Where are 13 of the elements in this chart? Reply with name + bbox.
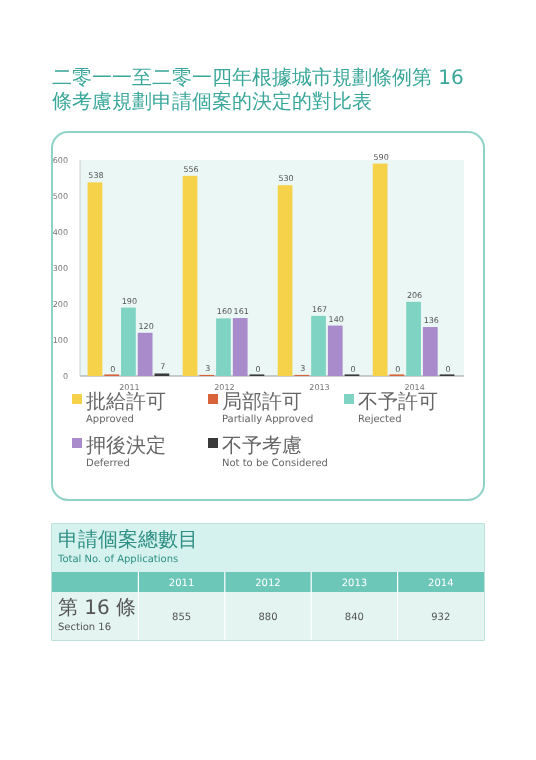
bar bbox=[232, 318, 248, 376]
bar bbox=[216, 318, 231, 376]
bar bbox=[87, 182, 103, 376]
bar bbox=[406, 301, 421, 376]
chart-title: 二零一一至二零一四年根據城市規劃條例第 16 條考慮規劃申請個案的決定的對比表 bbox=[52, 66, 464, 114]
bar bbox=[372, 163, 388, 376]
bar bbox=[137, 332, 153, 376]
bar bbox=[327, 325, 343, 376]
bar bbox=[422, 327, 438, 376]
bar bbox=[121, 307, 136, 376]
bar bbox=[182, 175, 198, 376]
bar bbox=[277, 185, 293, 376]
bar bbox=[311, 315, 326, 376]
